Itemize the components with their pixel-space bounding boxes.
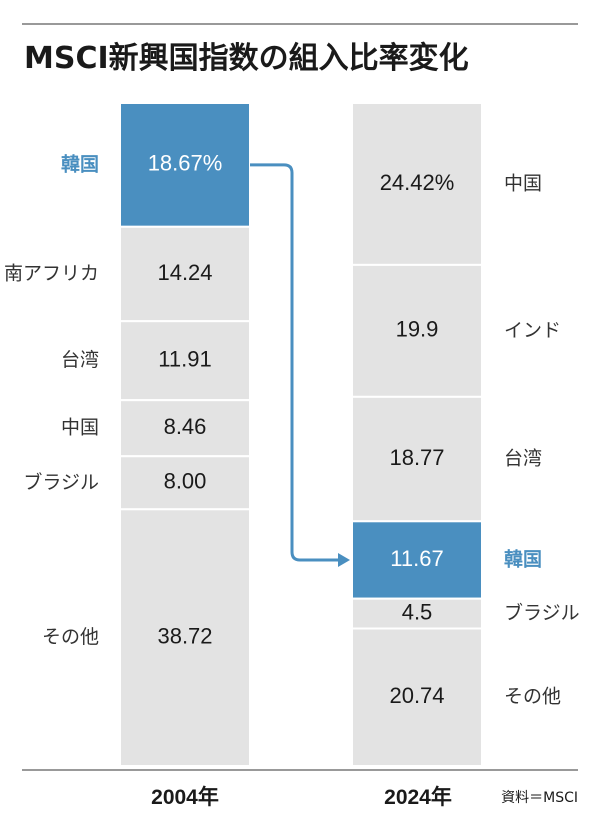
- category-label: インド: [504, 319, 561, 341]
- bar-segment: [351, 627, 483, 767]
- bar-segment: [119, 225, 251, 323]
- category-label: 韓国: [61, 152, 99, 175]
- bar-segment: [351, 263, 483, 398]
- bar-value-label: 11.67: [390, 546, 443, 571]
- bar-segment: [351, 597, 483, 630]
- bar-value-label: 24.42%: [380, 170, 455, 195]
- korea-arrow: [250, 163, 338, 562]
- bar-segment: [119, 455, 251, 511]
- category-label: ブラジル: [23, 470, 99, 493]
- category-label: 台湾: [61, 349, 99, 371]
- category-label: その他: [504, 686, 561, 708]
- year-label-2004: 2004年: [151, 785, 219, 809]
- bar-segment: [119, 508, 251, 767]
- bar-value-label: 14.24: [157, 260, 212, 285]
- bar-value-label: 20.74: [389, 683, 444, 708]
- labels-group: 18.67% 韓国 14.24 南アフリカ 11.91 台湾 8.46 中国 8.00 ブラジル 3…: [4, 151, 580, 708]
- bar-value-label: 19.9: [396, 317, 439, 342]
- bar-value-label: 38.72: [157, 623, 212, 648]
- chart-title: MSCI新興国指数の組入比率変化: [24, 41, 469, 76]
- bar-segment: [351, 395, 483, 523]
- bar-segment: [351, 520, 483, 600]
- category-label: 中国: [61, 417, 99, 439]
- korea-arrowhead: [338, 552, 350, 567]
- category-label: 中国: [504, 172, 542, 194]
- bar-value-label: 8.00: [164, 469, 207, 494]
- bar-segment: [351, 102, 483, 266]
- bar-value-label: 8.46: [164, 414, 207, 439]
- bar-value-label: 4.5: [402, 599, 433, 624]
- category-label: ブラジル: [504, 601, 580, 624]
- category-label: 南アフリカ: [4, 262, 99, 284]
- category-label: 台湾: [504, 448, 542, 470]
- source-note: 資料＝MSCI: [501, 790, 578, 806]
- category-label: その他: [42, 626, 99, 648]
- bar-value-label: 18.77: [389, 445, 444, 470]
- bar-value-label: 11.91: [158, 346, 211, 371]
- category-label: 韓国: [504, 547, 542, 570]
- year-label-2024: 2024年: [384, 785, 452, 809]
- bar-value-label: 18.67%: [148, 151, 223, 176]
- bars-group: [119, 102, 483, 767]
